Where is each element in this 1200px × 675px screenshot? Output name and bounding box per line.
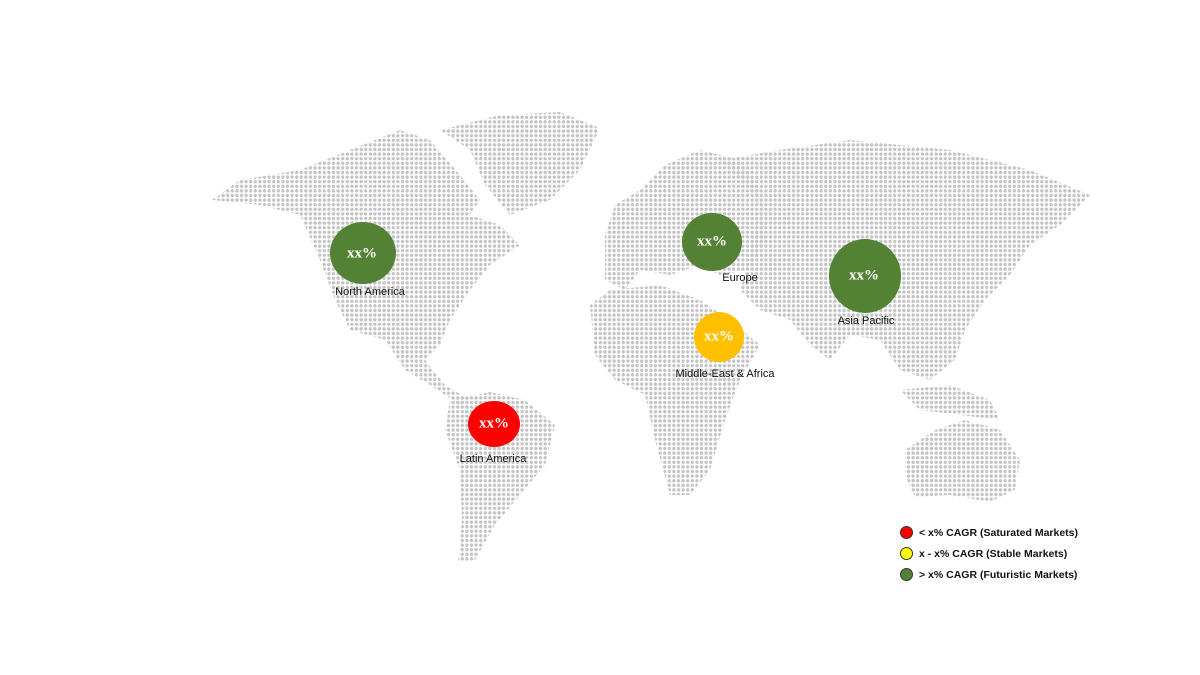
latin-america-value: xx% [479, 415, 509, 432]
legend-item-stable: x - x% CAGR (Stable Markets) [900, 543, 1078, 564]
north-america-label: North America [335, 286, 405, 298]
asia-land [720, 140, 1090, 380]
legend-label: < x% CAGR (Saturated Markets) [919, 526, 1079, 539]
asia-pacific-bubble [829, 239, 901, 313]
africa-land [590, 285, 760, 495]
north-america-value: xx% [347, 245, 377, 262]
latin-america-bubble [468, 401, 520, 447]
legend-item-futuristic: > x% CAGR (Futuristic Markets) [900, 564, 1078, 585]
yellow-circle-icon [900, 547, 913, 560]
latin-america-label: Latin America [459, 453, 527, 465]
europe-label: Europe [722, 272, 758, 284]
legend-label: x - x% CAGR (Stable Markets) [919, 547, 1068, 560]
southeast-asia-islands [900, 385, 1000, 420]
legend-label: > x% CAGR (Futuristic Markets) [919, 568, 1078, 581]
asia-pacific-value: xx% [849, 267, 879, 284]
middle-east-africa-bubble [694, 312, 744, 362]
greenland-land [440, 112, 600, 215]
mea-value: xx% [704, 328, 734, 345]
europe-bubble [682, 213, 742, 271]
europe-value: xx% [697, 233, 727, 250]
red-circle-icon [900, 526, 913, 539]
north-america-bubble [330, 222, 396, 284]
asia-pacific-label: Asia Pacific [837, 315, 895, 327]
legend: < x% CAGR (Saturated Markets) x - x% CAG… [900, 522, 1078, 585]
australia-land [905, 420, 1020, 502]
mea-label: Middle-East & Africa [675, 368, 775, 380]
green-circle-icon [900, 568, 913, 581]
legend-item-saturated: < x% CAGR (Saturated Markets) [900, 522, 1078, 543]
